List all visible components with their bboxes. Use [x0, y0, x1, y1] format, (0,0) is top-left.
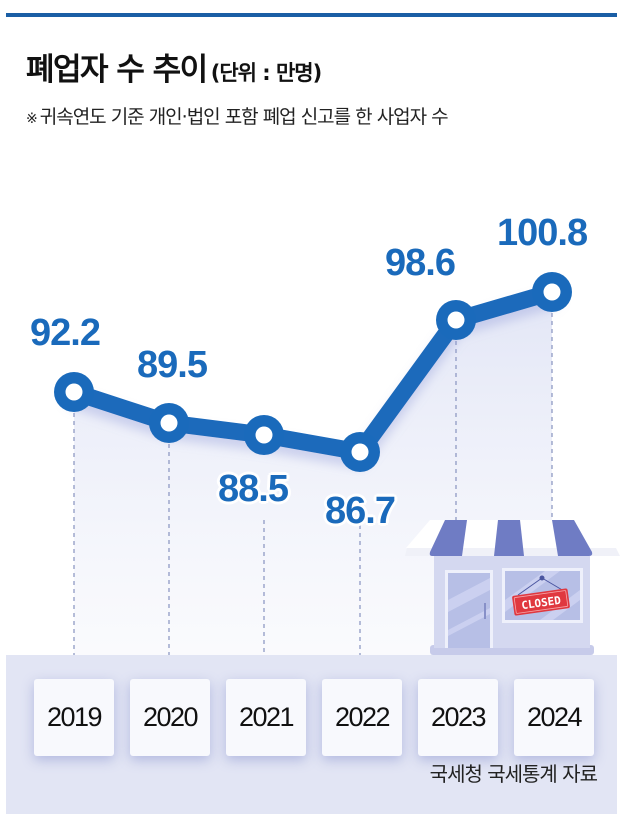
area-fill — [74, 292, 552, 655]
closed-sign-text: CLOSED — [521, 594, 563, 612]
source-credit: 국세청 국세통계 자료 — [429, 762, 598, 786]
top-rule — [6, 13, 617, 17]
value-label-2023: 98.6 — [385, 242, 456, 284]
value-label-2019: 92.2 — [30, 312, 101, 354]
title-text: 폐업자 수 추이 — [26, 52, 208, 88]
chart-title: 폐업자 수 추이 (단위 : 만명) — [26, 44, 322, 89]
note-text: 귀속연도 기준 개인·법인 포함 폐업 신고를 한 사업자 수 — [39, 106, 449, 128]
note-mark-icon: ※ — [26, 111, 38, 127]
chart-subtitle: ※ 귀속연도 기준 개인·법인 포함 폐업 신고를 한 사업자 수 — [26, 102, 449, 129]
year-label-2020: 2020 — [130, 679, 210, 756]
value-label-2024: 100.8 — [497, 212, 588, 254]
drop-lines — [73, 305, 553, 655]
year-label-2023: 2023 — [418, 679, 498, 756]
value-label-2021: 88.5 — [218, 468, 289, 510]
year-label-2024: 2024 — [514, 679, 594, 756]
year-label-2022: 2022 — [322, 679, 402, 756]
value-label-2022: 86.7 — [325, 490, 396, 532]
year-label-2019: 2019 — [34, 679, 114, 756]
value-label-2020: 89.5 — [137, 344, 208, 386]
unit-label: (단위 : 만명) — [210, 61, 322, 85]
closed-store-illustration: CLOSED — [405, 520, 620, 655]
year-label-2021: 2021 — [226, 679, 306, 756]
data-markers — [54, 272, 572, 472]
